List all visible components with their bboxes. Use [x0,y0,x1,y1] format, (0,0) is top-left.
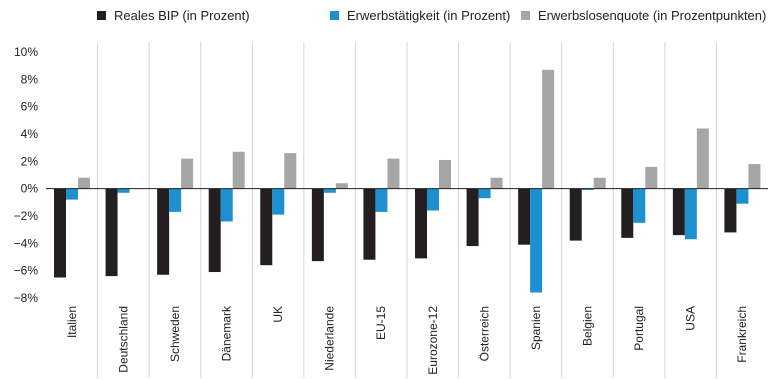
bar-usa-s1 [684,188,697,240]
legend-label: Erwerbslosenquote (in Prozentpunkten) [538,8,766,23]
bar-schweden-s2 [181,158,194,189]
y-tick-label: −2% [14,209,39,223]
bar-italien-s0 [54,188,66,278]
y-axis: 10% 8% 6% 4% 2% 0% −2% −4% −6% −8% [14,45,39,305]
legend-label: Reales BIP (in Prozent) [114,8,250,23]
legend: Reales BIP (in Prozent) Erwerbstätigkeit … [97,8,766,23]
bar-spanien-s2 [542,69,555,189]
y-tick-label: −8% [14,291,39,305]
y-tick-label: −6% [14,264,39,278]
y-tick-label: −4% [14,236,39,250]
bar-österreich-s0 [466,188,479,247]
bar-eurozone-12-s0 [415,188,427,259]
bar-niederlande-s0 [311,188,324,262]
bar-belgien-s2 [593,177,606,189]
bar-schweden-s1 [169,188,182,212]
bar-italien-s2 [78,177,90,189]
bar-portugal-s1 [633,188,646,223]
category-label: USA [684,306,698,331]
legend-label: Erwerbstätigkeit (in Prozent) [347,8,510,23]
bar-portugal-s2 [645,166,658,189]
y-tick-label: 10% [14,45,38,59]
bar-italien-s1 [66,188,78,200]
bar-portugal-s0 [621,188,634,238]
category-label: Österreich [477,306,491,361]
category-label: Portugal [632,306,646,351]
bar-belgien-s0 [569,188,582,241]
bar-uk-s1 [272,188,285,215]
category-label: Spanien [529,306,543,350]
bar-spanien-s0 [518,188,531,245]
category-label: Deutschland [116,306,130,373]
bar-österreich-s2 [490,177,503,189]
bar-spanien-s1 [530,188,543,293]
bars [54,69,761,293]
bar-frankreich-s0 [724,188,737,233]
x-axis-labels: Italien Deutschland Schweden Dänemark UK Nied… [65,305,749,375]
bar-eurozone-12-s1 [427,188,439,211]
y-tick-label: 4% [21,127,39,141]
legend-swatch [521,11,530,20]
category-label: Frankreich [735,306,749,363]
y-tick-label: 2% [21,154,39,168]
bar-frankreich-s2 [748,164,761,189]
bar-eu-15-s2 [387,158,400,189]
category-label: Italien [65,306,79,338]
bar-uk-s0 [260,188,273,266]
y-tick-label: 8% [21,72,39,86]
bar-eu-15-s1 [375,188,388,212]
category-label: Schweden [168,306,182,362]
legend-swatch [97,11,106,20]
y-tick-label: 0% [21,182,39,196]
category-label: Belgien [581,306,595,346]
legend-swatch [330,11,339,20]
category-label: UK [271,306,285,323]
category-label: EU-15 [374,306,388,340]
bar-frankreich-s1 [736,188,749,204]
bar-eurozone-12-s2 [439,159,451,189]
category-label: Dänemark [220,305,234,361]
y-tick-label: 6% [21,100,39,114]
category-label: Niederlande [323,306,337,371]
bar-dänemark-s1 [220,188,233,222]
bar-eu-15-s0 [363,188,376,260]
bar-niederlande-s1 [323,188,336,193]
bar-deutschland-s1 [117,188,130,193]
bar-österreich-s1 [478,188,491,199]
bar-dänemark-s2 [232,151,245,189]
bar-uk-s2 [284,153,297,189]
bar-deutschland-s0 [105,188,118,277]
bar-usa-s0 [672,188,685,236]
bar-schweden-s0 [157,188,170,275]
bar-niederlande-s2 [335,183,348,189]
bar-dänemark-s0 [208,188,221,273]
bar-belgien-s1 [581,188,594,191]
category-dividers [97,42,717,378]
bar-usa-s2 [696,128,709,189]
category-label: Eurozone-12 [426,306,440,375]
